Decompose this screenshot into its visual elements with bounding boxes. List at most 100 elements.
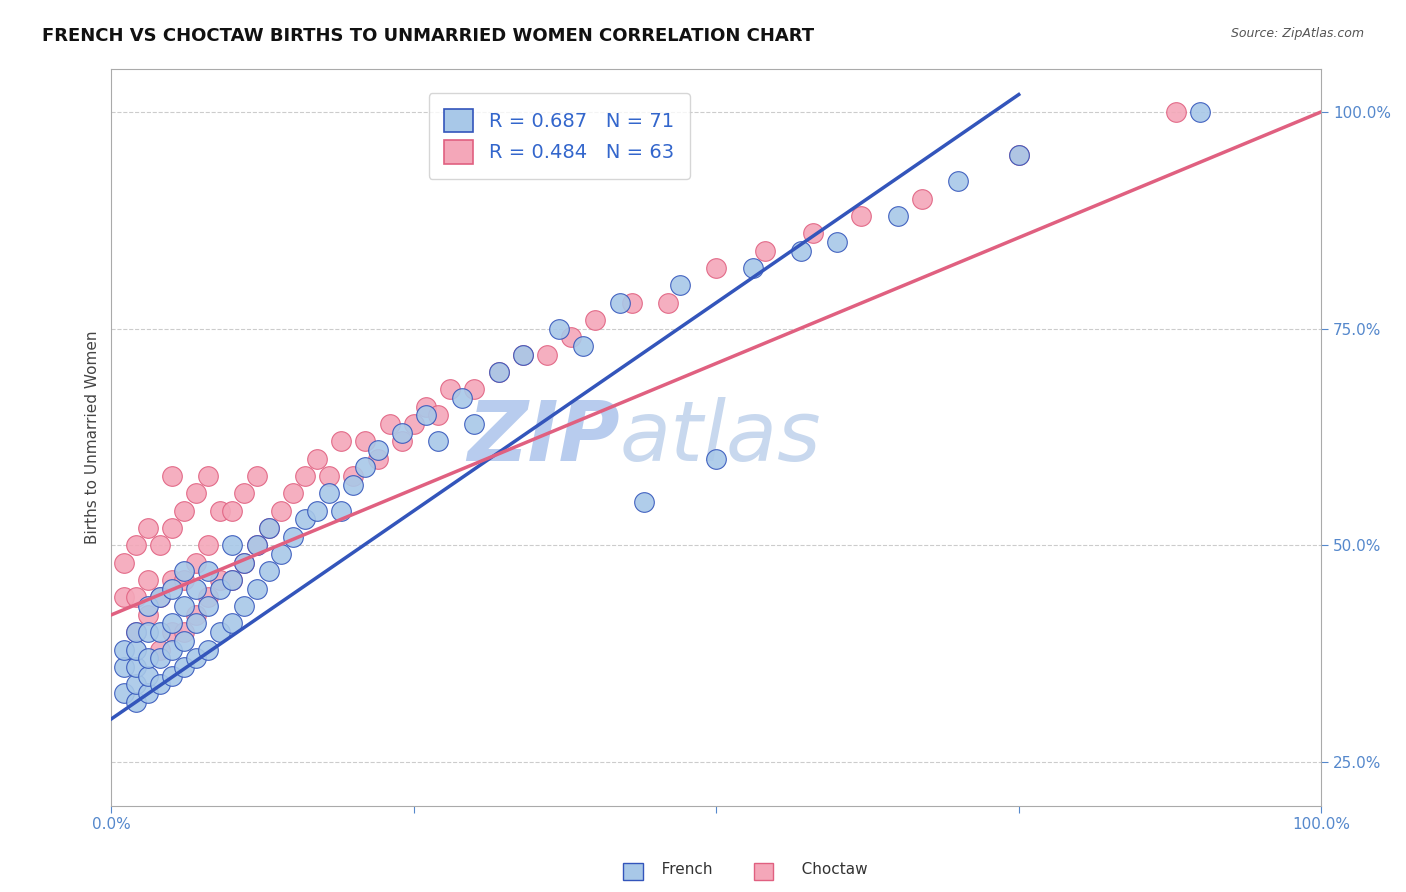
Point — [330, 434, 353, 449]
Point — [136, 521, 159, 535]
Point — [136, 573, 159, 587]
Point — [184, 616, 207, 631]
Point — [124, 677, 146, 691]
Point — [294, 469, 316, 483]
Point — [160, 469, 183, 483]
Point — [451, 391, 474, 405]
Point — [233, 556, 256, 570]
Point — [184, 556, 207, 570]
Point — [160, 573, 183, 587]
Point — [281, 530, 304, 544]
Point — [173, 573, 195, 587]
Point — [149, 651, 172, 665]
Point — [463, 383, 485, 397]
Point — [124, 660, 146, 674]
Point — [1008, 148, 1031, 162]
Point — [378, 417, 401, 431]
Point — [281, 486, 304, 500]
Point — [270, 504, 292, 518]
Point — [318, 486, 340, 500]
Point — [827, 235, 849, 249]
Point — [330, 504, 353, 518]
Point — [548, 321, 571, 335]
Point — [307, 451, 329, 466]
Point — [160, 668, 183, 682]
Point — [149, 625, 172, 640]
Point — [136, 625, 159, 640]
Point — [209, 582, 232, 596]
Point — [354, 460, 377, 475]
Point — [197, 565, 219, 579]
Point — [173, 565, 195, 579]
Point — [790, 244, 813, 258]
Point — [257, 565, 280, 579]
Point — [197, 642, 219, 657]
Point — [560, 330, 582, 344]
Point — [124, 642, 146, 657]
Point — [245, 469, 267, 483]
Point — [124, 538, 146, 552]
Point — [173, 660, 195, 674]
Point — [124, 591, 146, 605]
Point — [112, 591, 135, 605]
Point — [1008, 148, 1031, 162]
Point — [149, 591, 172, 605]
Point — [160, 642, 183, 657]
Point — [583, 313, 606, 327]
Point — [704, 451, 727, 466]
Point — [415, 409, 437, 423]
Point — [197, 591, 219, 605]
Point — [402, 417, 425, 431]
Point — [536, 348, 558, 362]
Point — [173, 599, 195, 614]
Point — [173, 633, 195, 648]
Point — [270, 547, 292, 561]
Point — [160, 582, 183, 596]
Text: FRENCH VS CHOCTAW BIRTHS TO UNMARRIED WOMEN CORRELATION CHART: FRENCH VS CHOCTAW BIRTHS TO UNMARRIED WO… — [42, 27, 814, 45]
Point — [184, 582, 207, 596]
Point — [112, 556, 135, 570]
Point — [197, 469, 219, 483]
Point — [221, 504, 243, 518]
Point — [124, 625, 146, 640]
Point — [184, 607, 207, 622]
Legend: R = 0.687   N = 71, R = 0.484   N = 63: R = 0.687 N = 71, R = 0.484 N = 63 — [429, 93, 689, 179]
Point — [112, 660, 135, 674]
Point — [307, 504, 329, 518]
Point — [197, 538, 219, 552]
Point — [245, 538, 267, 552]
Point — [948, 174, 970, 188]
Point — [741, 260, 763, 275]
Point — [1189, 104, 1212, 119]
Point — [257, 521, 280, 535]
Point — [136, 686, 159, 700]
Point — [209, 625, 232, 640]
Point — [233, 556, 256, 570]
Text: ZIP: ZIP — [467, 397, 620, 477]
Point — [160, 625, 183, 640]
Point — [801, 227, 824, 241]
Point — [318, 469, 340, 483]
Point — [197, 599, 219, 614]
Point — [245, 538, 267, 552]
Point — [754, 244, 776, 258]
Point — [257, 521, 280, 535]
Point — [488, 365, 510, 379]
Point — [1164, 104, 1187, 119]
Text: Source: ZipAtlas.com: Source: ZipAtlas.com — [1230, 27, 1364, 40]
Point — [704, 260, 727, 275]
Point — [184, 486, 207, 500]
Point — [294, 512, 316, 526]
Point — [633, 495, 655, 509]
Point — [488, 365, 510, 379]
Point — [415, 400, 437, 414]
Point — [367, 443, 389, 458]
Point — [209, 573, 232, 587]
Point — [136, 599, 159, 614]
Point — [149, 677, 172, 691]
Text: Choctaw: Choctaw — [787, 863, 868, 877]
Point — [233, 486, 256, 500]
Point — [342, 477, 364, 491]
Point — [221, 573, 243, 587]
Point — [160, 616, 183, 631]
